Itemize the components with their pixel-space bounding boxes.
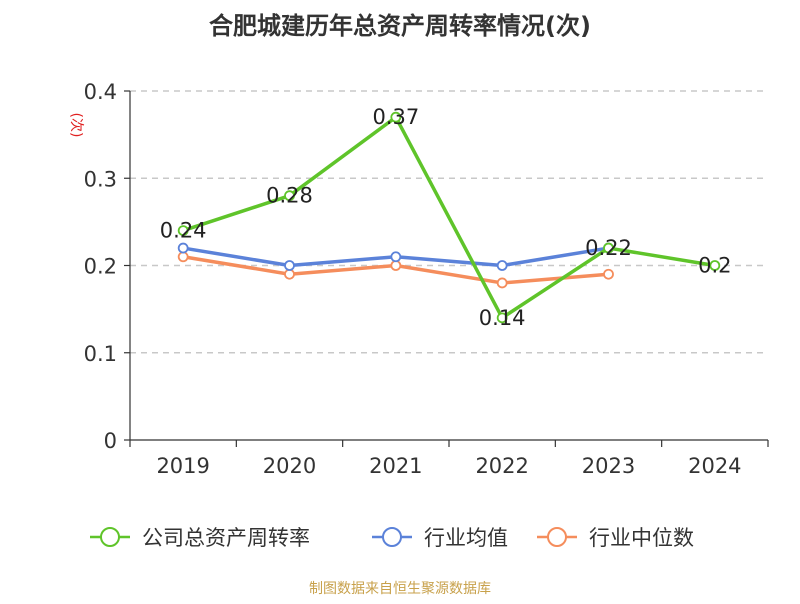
x-tick-label: 2020: [263, 454, 316, 478]
data-point: [496, 312, 508, 324]
data-point: [390, 251, 402, 263]
series-lines: [177, 111, 721, 324]
data-labels: 0.24 0.28 0.37 0.14 0.22 0.2: [160, 105, 732, 330]
legend-label: 行业中位数: [589, 526, 694, 550]
data-label: 0.28: [266, 184, 313, 208]
data-point: [177, 251, 189, 263]
y-axis-label: (次): [68, 113, 84, 138]
data-label: 0.2: [698, 254, 731, 278]
data-point: [177, 225, 189, 237]
data-label: 0.22: [585, 236, 632, 260]
x-tick-label: 2021: [369, 454, 422, 478]
y-tick-label: 0.1: [84, 342, 117, 366]
data-point: [284, 260, 295, 271]
data-point: [390, 260, 402, 271]
series-line: [182, 115, 716, 320]
data-point: [284, 268, 295, 280]
legend: 公司总资产周转率 行业均值 行业中位数: [90, 526, 694, 550]
legend-item: 行业均值: [372, 526, 508, 550]
y-tick-label: 0.2: [84, 255, 117, 279]
legend-label: 公司总资产周转率: [142, 526, 310, 550]
data-point: [603, 242, 614, 254]
data-point: [603, 268, 614, 280]
legend-item: 行业中位数: [537, 526, 694, 550]
axes: 0 0.1 0.2 0.3 0.4 2019 2020 2021 2022 2023 2024: [84, 80, 769, 478]
y-tick-label: 0.4: [84, 80, 117, 104]
legend-item: 公司总资产周转率: [90, 526, 310, 550]
data-point: [284, 190, 295, 202]
data-point: [177, 242, 189, 254]
legend-marker: [547, 527, 567, 547]
legend-marker: [382, 527, 402, 547]
x-tick-label: 2024: [688, 454, 741, 478]
chart-title: 合肥城建历年总资产周转率情况(次): [209, 12, 591, 40]
legend-label: 行业均值: [424, 526, 508, 550]
x-tick-label: 2023: [582, 454, 635, 478]
x-tick-label: 2022: [475, 454, 528, 478]
data-point: [496, 277, 508, 289]
data-label: 0.37: [372, 105, 419, 129]
data-label: 0.14: [479, 306, 526, 330]
data-label: 0.24: [160, 219, 207, 243]
y-tick-label: 0: [104, 429, 117, 453]
grid-lines: [130, 90, 768, 354]
data-point: [390, 111, 402, 123]
data-point: [709, 260, 721, 271]
legend-marker: [100, 527, 120, 547]
x-tick-label: 2019: [156, 454, 209, 478]
y-tick-label: 0.3: [84, 167, 117, 191]
source-footer: 制图数据来自恒生聚源数据库: [309, 581, 491, 597]
data-point: [496, 260, 508, 271]
